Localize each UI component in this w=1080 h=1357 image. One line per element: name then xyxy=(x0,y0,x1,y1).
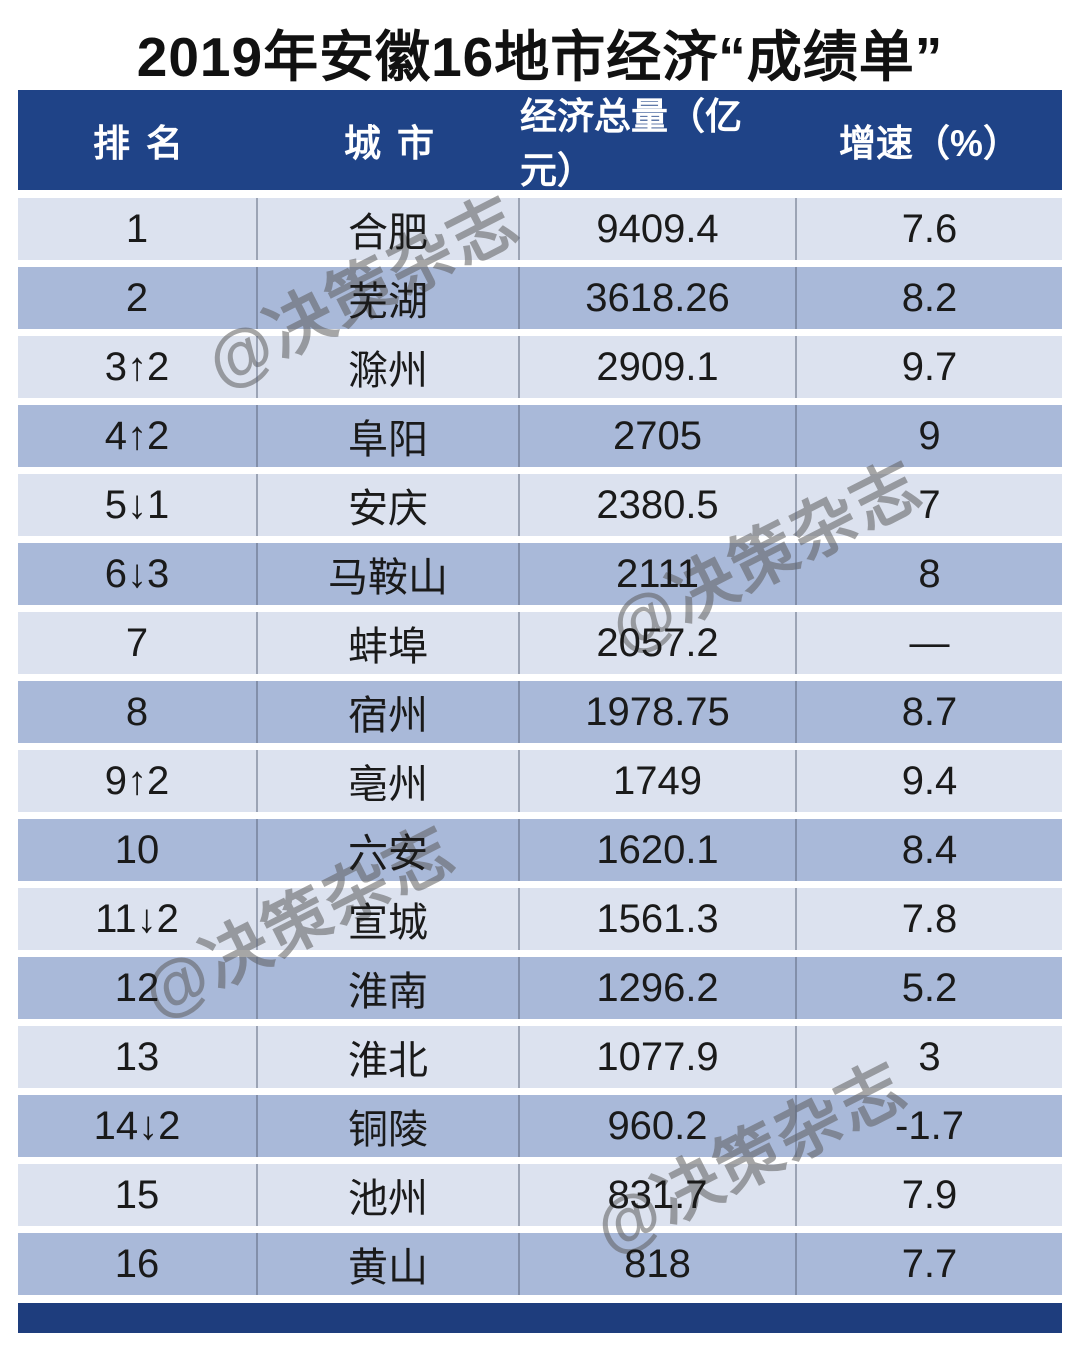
economy-table: 排名 城市 经济总量（亿元） 增速（%） 1 合肥 9409.4 7.6 2 芜… xyxy=(18,90,1062,1295)
table-row: 6↓3 马鞍山 2111 8 xyxy=(18,543,1062,605)
growth-cell: 8 xyxy=(918,551,941,596)
footer-bar xyxy=(18,1303,1062,1333)
city-cell: 滁州 xyxy=(258,336,520,398)
growth-cell: — xyxy=(909,620,950,665)
growth-cell: 9 xyxy=(918,413,941,458)
gdp-cell: 1749 xyxy=(520,750,797,812)
city-cell: 芜湖 xyxy=(258,267,520,329)
growth-cell: 7 xyxy=(918,482,941,527)
gdp-cell: 1296.2 xyxy=(520,957,797,1019)
growth-cell: -1.7 xyxy=(895,1103,964,1148)
growth-cell: 7.7 xyxy=(901,1241,958,1286)
gdp-cell: 2380.5 xyxy=(520,474,797,536)
gdp-cell: 1077.9 xyxy=(520,1026,797,1088)
gdp-cell: 1620.1 xyxy=(520,819,797,881)
growth-cell: 7.8 xyxy=(901,896,958,941)
growth-cell: 7.9 xyxy=(901,1172,958,1217)
rank-cell: 5↓1 xyxy=(18,474,258,536)
rank-cell: 7 xyxy=(18,612,258,674)
gdp-cell: 831.7 xyxy=(520,1164,797,1226)
city-cell: 马鞍山 xyxy=(258,543,520,605)
gdp-cell: 960.2 xyxy=(520,1095,797,1157)
growth-cell: 9.7 xyxy=(901,344,958,389)
table-row: 9↑2 亳州 1749 9.4 xyxy=(18,750,1062,812)
gdp-cell: 9409.4 xyxy=(520,198,797,260)
table-row: 10 六安 1620.1 8.4 xyxy=(18,819,1062,881)
city-cell: 合肥 xyxy=(258,198,520,260)
growth-cell: 3 xyxy=(918,1034,941,1079)
gdp-cell: 3618.26 xyxy=(520,267,797,329)
city-cell: 宿州 xyxy=(258,681,520,743)
rank-cell: 15 xyxy=(18,1164,258,1226)
table-row: 1 合肥 9409.4 7.6 xyxy=(18,198,1062,260)
table-row: 15 池州 831.7 7.9 xyxy=(18,1164,1062,1226)
city-cell: 黄山 xyxy=(258,1233,520,1295)
gdp-cell: 2057.2 xyxy=(520,612,797,674)
rank-cell: 11↓2 xyxy=(18,888,258,950)
gdp-cell: 1978.75 xyxy=(520,681,797,743)
table-row: 8 宿州 1978.75 8.7 xyxy=(18,681,1062,743)
rank-cell: 10 xyxy=(18,819,258,881)
table-row: 11↓2 宣城 1561.3 7.8 xyxy=(18,888,1062,950)
gdp-cell: 2705 xyxy=(520,405,797,467)
growth-cell: 8.4 xyxy=(901,827,958,872)
city-cell: 淮南 xyxy=(258,957,520,1019)
growth-cell: 7.6 xyxy=(901,206,958,251)
table-row: 16 黄山 818 7.7 xyxy=(18,1233,1062,1295)
table-row: 2 芜湖 3618.26 8.2 xyxy=(18,267,1062,329)
growth-cell: 9.4 xyxy=(901,758,958,803)
table-row: 13 淮北 1077.9 3 xyxy=(18,1026,1062,1088)
rank-cell: 9↑2 xyxy=(18,750,258,812)
header-city: 城市 xyxy=(344,123,450,164)
city-cell: 安庆 xyxy=(258,474,520,536)
city-cell: 蚌埠 xyxy=(258,612,520,674)
gdp-cell: 1561.3 xyxy=(520,888,797,950)
rank-cell: 8 xyxy=(18,681,258,743)
table-row: 14↓2 铜陵 960.2 -1.7 xyxy=(18,1095,1062,1157)
rank-cell: 13 xyxy=(18,1026,258,1088)
rank-cell: 2 xyxy=(18,267,258,329)
table-row: 7 蚌埠 2057.2 — xyxy=(18,612,1062,674)
rank-cell: 16 xyxy=(18,1233,258,1295)
rank-cell: 6↓3 xyxy=(18,543,258,605)
page-title: 2019年安徽16地市经济“成绩单” xyxy=(136,26,944,88)
city-cell: 六安 xyxy=(258,819,520,881)
rank-cell: 1 xyxy=(18,198,258,260)
header-gdp: 经济总量（亿元） xyxy=(520,96,742,191)
table-row: 4↑2 阜阳 2705 9 xyxy=(18,405,1062,467)
growth-cell: 8.2 xyxy=(901,275,958,320)
table-body: 1 合肥 9409.4 7.6 2 芜湖 3618.26 8.2 3↑2 滁州 … xyxy=(18,198,1062,1295)
gdp-cell: 818 xyxy=(520,1233,797,1295)
city-cell: 池州 xyxy=(258,1164,520,1226)
header-growth: 增速（%） xyxy=(839,123,1020,164)
rank-cell: 4↑2 xyxy=(18,405,258,467)
gdp-cell: 2909.1 xyxy=(520,336,797,398)
city-cell: 淮北 xyxy=(258,1026,520,1088)
gdp-cell: 2111 xyxy=(520,543,797,605)
growth-cell: 5.2 xyxy=(901,965,958,1010)
city-cell: 亳州 xyxy=(258,750,520,812)
table-row: 12 淮南 1296.2 5.2 xyxy=(18,957,1062,1019)
growth-cell: 8.7 xyxy=(901,689,958,734)
rank-cell: 14↓2 xyxy=(18,1095,258,1157)
city-cell: 阜阳 xyxy=(258,405,520,467)
header-rank: 排名 xyxy=(93,123,199,164)
city-cell: 铜陵 xyxy=(258,1095,520,1157)
city-cell: 宣城 xyxy=(258,888,520,950)
rank-cell: 12 xyxy=(18,957,258,1019)
table-header-row: 排名 城市 经济总量（亿元） 增速（%） xyxy=(18,90,1062,191)
table-row: 5↓1 安庆 2380.5 7 xyxy=(18,474,1062,536)
rank-cell: 3↑2 xyxy=(18,336,258,398)
table-row: 3↑2 滁州 2909.1 9.7 xyxy=(18,336,1062,398)
